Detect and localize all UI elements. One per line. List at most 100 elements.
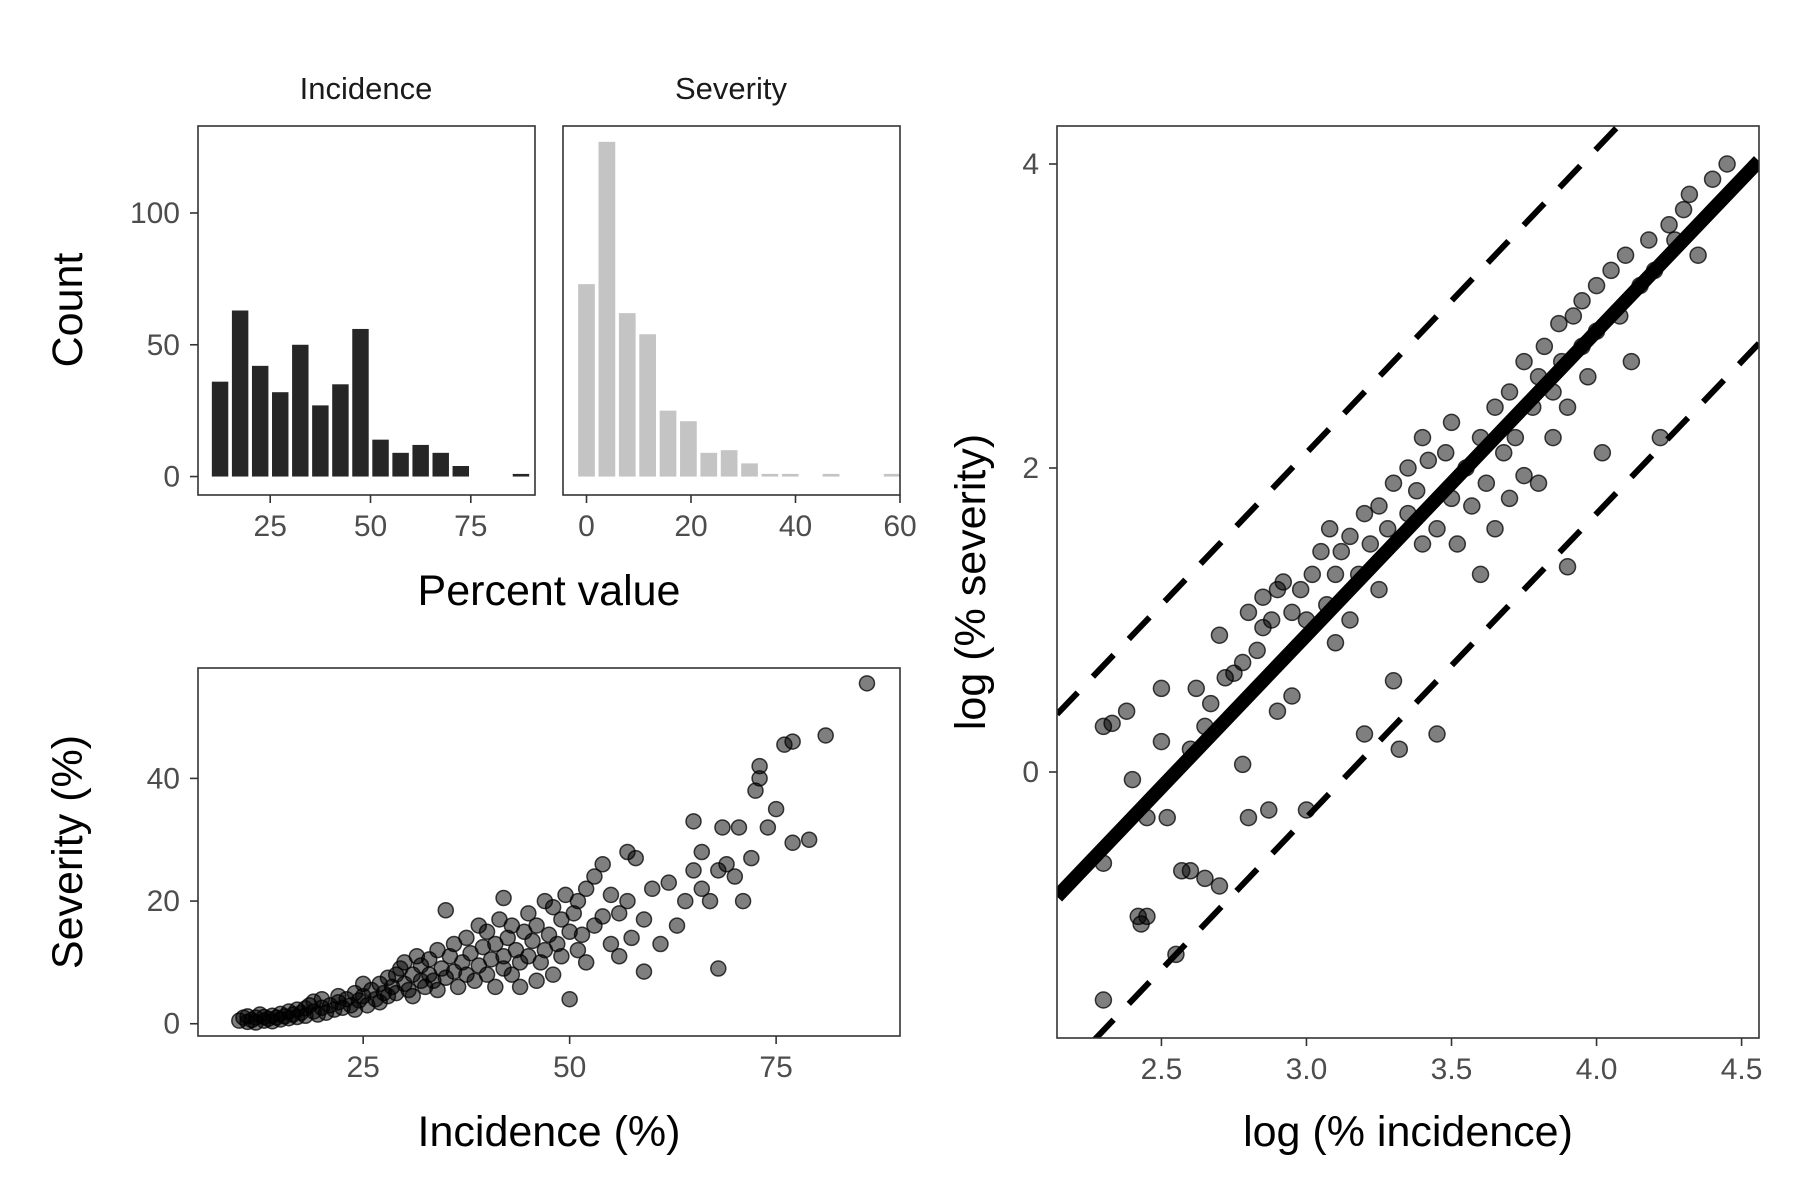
raw-point-141 — [668, 917, 686, 934]
raw-point-71 — [437, 902, 455, 919]
raw-point-151 — [718, 856, 735, 873]
log-x-tick-label-2: 3.5 — [1431, 1053, 1473, 1086]
raw-point-146 — [693, 843, 711, 861]
log-point-114 — [1680, 185, 1699, 204]
incidence-bar-5 — [312, 405, 329, 477]
log-point-29 — [1248, 641, 1266, 660]
raw-point-155 — [743, 849, 760, 867]
incidence-bars — [211, 310, 530, 477]
log-point-56 — [1370, 580, 1388, 599]
log-point-80 — [1494, 444, 1513, 462]
regression-fit-line — [1057, 156, 1759, 902]
log-point-33 — [1262, 611, 1281, 629]
severity-bar-6 — [700, 452, 718, 477]
log-point-54 — [1361, 535, 1380, 553]
severity-bar-8 — [741, 463, 758, 477]
raw-y-tick-label-1: 20 — [147, 885, 180, 918]
raw-point-159 — [759, 819, 777, 836]
log-point-5 — [1123, 770, 1142, 789]
log-point-53 — [1355, 725, 1374, 743]
raw-point-121 — [573, 926, 591, 944]
incidence-bar-7 — [352, 328, 369, 477]
raw-point-138 — [643, 880, 661, 898]
severity-bar-3 — [639, 334, 656, 477]
count-y-ticks: 0 50 100 — [130, 197, 198, 494]
log-point-108 — [1640, 231, 1658, 249]
hist-x-axis-label: Percent value — [418, 567, 681, 615]
raw-point-124 — [586, 868, 603, 885]
log-point-68 — [1428, 725, 1446, 743]
raw-point-166 — [858, 675, 876, 692]
raw-point-93 — [495, 889, 512, 907]
raw-point-120 — [569, 892, 587, 910]
raw-point-116 — [561, 990, 578, 1008]
log-point-58 — [1384, 474, 1403, 492]
raw-point-136 — [635, 963, 653, 980]
log-point-88 — [1529, 474, 1548, 492]
raw-point-127 — [594, 856, 611, 873]
raw-point-126 — [594, 908, 611, 925]
log-point-64 — [1413, 428, 1432, 447]
raw-y-tick-label-0: 0 — [163, 1008, 180, 1041]
log-point-96 — [1564, 307, 1583, 325]
severity-bar-15 — [883, 473, 901, 477]
log-point-81 — [1500, 383, 1519, 401]
raw-point-86 — [478, 923, 496, 940]
log-point-12 — [1158, 808, 1176, 827]
log-y-tick-label-2: 4 — [1022, 148, 1039, 181]
log-point-38 — [1283, 687, 1301, 705]
log-point-3 — [1103, 714, 1121, 733]
log-point-78 — [1486, 398, 1504, 416]
raw-point-162 — [784, 733, 801, 750]
log-point-28 — [1239, 808, 1258, 827]
log-point-48 — [1332, 542, 1351, 561]
log-x-tick-label-1: 3.0 — [1286, 1053, 1328, 1086]
raw-point-148 — [710, 960, 727, 977]
log-point-25 — [1233, 653, 1252, 672]
log-point-0 — [1094, 991, 1113, 1009]
raw-point-152 — [726, 868, 744, 885]
severity-bars — [578, 141, 901, 477]
panel-title-severity: Severity — [675, 71, 787, 106]
raw-point-163 — [784, 834, 801, 852]
raw-x-tick-label-2: 75 — [759, 1051, 792, 1084]
severity-bar-12 — [822, 473, 840, 477]
log-x-axis-label: log (% incidence) — [1243, 1108, 1573, 1156]
incidence-x-tick-label-0: 25 — [254, 510, 287, 543]
raw-point-164 — [800, 831, 818, 848]
raw-point-105 — [528, 917, 545, 934]
severity-bar-4 — [659, 410, 677, 477]
raw-point-143 — [685, 862, 702, 879]
incidence-x-ticks: 25 50 75 — [254, 495, 487, 543]
histogram-incidence-panel: Incidence 25 50 75 0 50 100 — [130, 71, 536, 543]
incidence-bar-11 — [432, 452, 449, 477]
log-point-42 — [1303, 565, 1322, 584]
severity-x-tick-label-2: 40 — [779, 510, 812, 543]
raw-point-132 — [619, 892, 636, 910]
log-point-67 — [1428, 520, 1446, 538]
raw-point-95 — [503, 966, 521, 983]
raw-point-160 — [767, 800, 785, 818]
raw-point-114 — [553, 948, 570, 965]
raw-point-142 — [677, 892, 694, 910]
log-point-21 — [1210, 626, 1229, 644]
incidence-x-tick-label-2: 75 — [454, 510, 487, 543]
log-point-10 — [1152, 679, 1171, 698]
raw-x-axis-label: Incidence (%) — [418, 1108, 681, 1156]
log-point-37 — [1283, 603, 1301, 622]
log-point-116 — [1703, 170, 1722, 188]
severity-x-ticks: 0 20 40 60 — [578, 495, 917, 543]
incidence-bar-12 — [452, 466, 470, 477]
log-point-46 — [1326, 565, 1345, 584]
log-point-62 — [1399, 459, 1417, 477]
log-point-55 — [1370, 497, 1388, 515]
log-point-60 — [1390, 740, 1409, 758]
log-point-18 — [1196, 869, 1214, 888]
log-y-axis-label: log (% severity) — [947, 434, 995, 730]
log-point-102 — [1593, 444, 1612, 462]
raw-x-tick-label-1: 50 — [553, 1051, 586, 1084]
log-point-74 — [1463, 497, 1481, 515]
log-point-94 — [1558, 558, 1577, 576]
log-scatter-panel: 2.5 3.0 3.5 4.0 4.5 0 2 4 log (% incidence) lo… — [947, 125, 1762, 1156]
raw-y-ticks: 0 20 40 — [147, 762, 198, 1041]
